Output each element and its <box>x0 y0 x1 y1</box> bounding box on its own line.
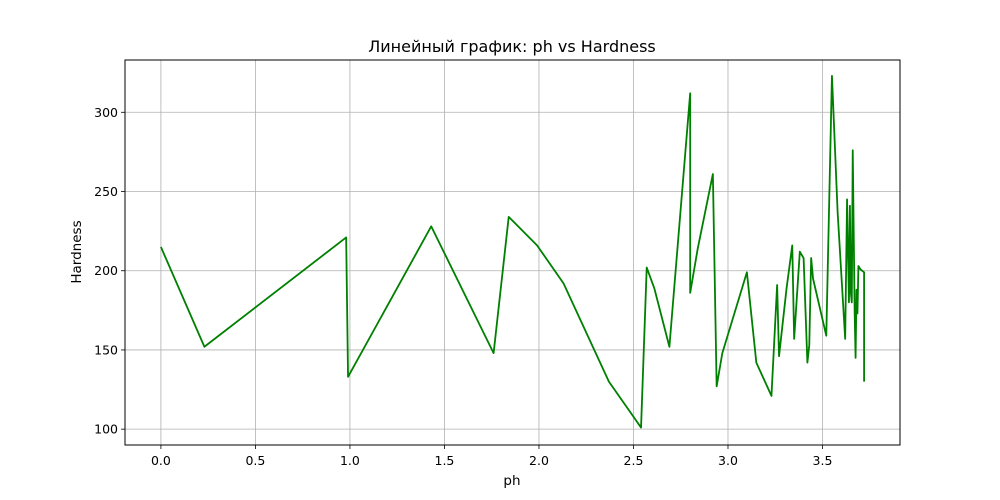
x-axis-label: ph <box>503 473 520 489</box>
series-layer <box>160 74 865 429</box>
grid-lines <box>125 60 900 445</box>
series-line-0 <box>160 74 865 429</box>
y-axis-ticks: 100 150 200 250 300 <box>94 105 125 437</box>
x-tick-label: 1.0 <box>340 453 360 468</box>
y-tick-label: 250 <box>94 184 118 199</box>
x-tick-label: 0.0 <box>151 453 171 468</box>
chart-title: Линейный график: ph vs Hardness <box>368 37 656 56</box>
y-tick-label: 300 <box>94 105 118 120</box>
x-tick-label: 1.5 <box>435 453 455 468</box>
x-axis-ticks: 0.0 0.5 1.0 1.5 2.0 2.5 3.0 3.5 <box>151 445 832 468</box>
y-tick-label: 150 <box>94 342 118 357</box>
x-tick-label: 3.5 <box>813 453 833 468</box>
x-tick-label: 0.5 <box>245 453 265 468</box>
y-tick-label: 200 <box>94 263 118 278</box>
y-tick-label: 100 <box>94 422 118 437</box>
plot-frame <box>124 59 901 446</box>
x-tick-label: 3.0 <box>718 453 738 468</box>
x-tick-label: 2.0 <box>529 453 549 468</box>
x-tick-label: 2.5 <box>624 453 644 468</box>
y-axis-label: Hardness <box>69 220 85 283</box>
